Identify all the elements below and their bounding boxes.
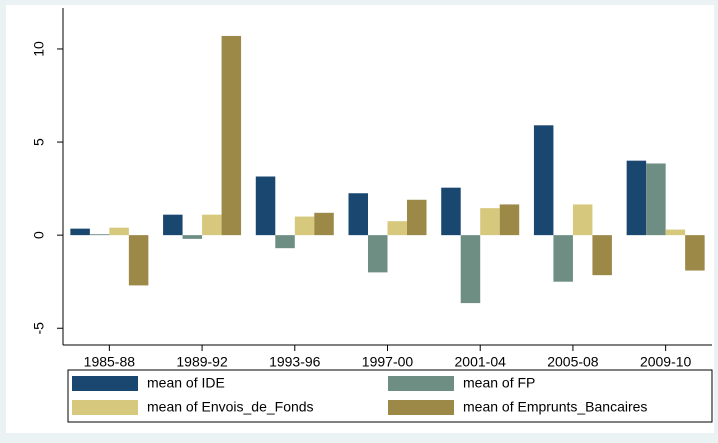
bar <box>646 163 666 236</box>
bar <box>665 229 686 236</box>
x-tick-label: 1989-92 <box>176 354 228 370</box>
bar <box>368 235 388 273</box>
legend-swatch <box>72 400 138 415</box>
bar <box>255 176 276 236</box>
x-tick-label: 1997-00 <box>362 354 414 370</box>
bar <box>460 235 481 304</box>
legend-label: mean of IDE <box>147 375 225 391</box>
x-tick-label: 1985-88 <box>84 354 136 370</box>
y-tick-label: 5 <box>31 138 47 146</box>
bar <box>553 235 573 282</box>
x-tick-label: 2005-08 <box>547 354 599 370</box>
y-tick-label: -5 <box>31 322 47 335</box>
bar <box>128 235 149 286</box>
x-tick-label: 2001-04 <box>455 354 507 370</box>
bar <box>572 204 593 236</box>
legend-label: mean of Emprunts_Bancaires <box>463 399 647 415</box>
legend-swatch <box>388 400 454 415</box>
bar <box>387 221 407 236</box>
legend-swatch <box>388 376 454 391</box>
bar <box>480 208 500 236</box>
bar <box>89 234 110 236</box>
bar <box>407 199 427 236</box>
bar <box>70 228 90 236</box>
bar <box>221 35 242 236</box>
bar <box>348 193 368 236</box>
bar <box>275 235 295 249</box>
bar <box>441 187 461 236</box>
x-tick-label: 1993-96 <box>269 354 321 370</box>
y-tick-label: 10 <box>31 41 47 57</box>
bar <box>685 235 705 271</box>
bar <box>202 214 222 236</box>
bar <box>626 160 647 236</box>
bar <box>533 125 554 236</box>
legend-swatch <box>72 376 138 391</box>
bar <box>499 204 520 236</box>
y-tick-label: 0 <box>31 231 47 239</box>
bar <box>163 214 183 236</box>
legend-label: mean of Envois_de_Fonds <box>147 399 314 415</box>
bar <box>294 216 315 236</box>
x-tick-label: 2009-10 <box>640 354 692 370</box>
bar <box>182 235 203 239</box>
bar <box>314 212 334 236</box>
bar <box>592 235 612 276</box>
bar <box>109 227 129 236</box>
legend-label: mean of FP <box>463 375 535 391</box>
